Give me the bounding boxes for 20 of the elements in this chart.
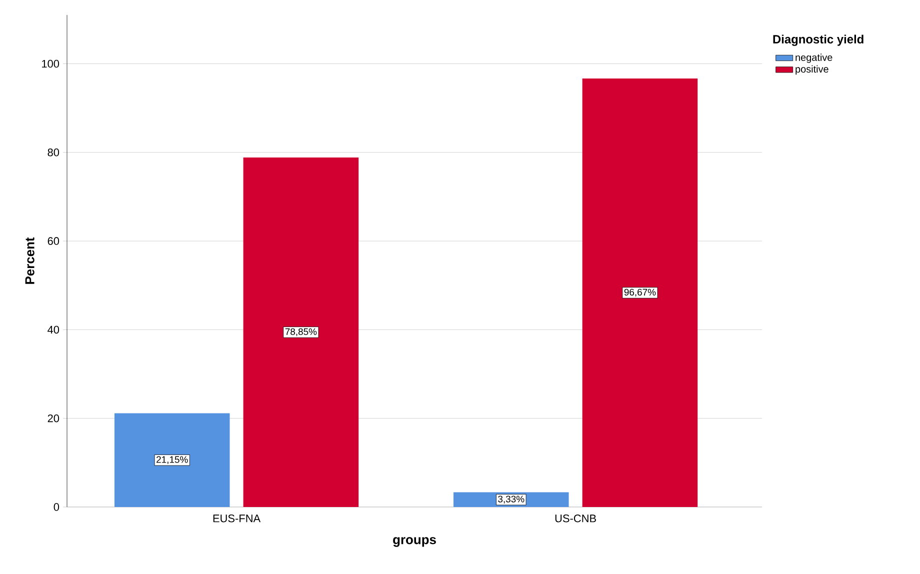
bar <box>243 157 359 507</box>
data-label: 96,67% <box>624 288 656 297</box>
y-tick-label: 0 <box>54 503 60 511</box>
legend-label: negative <box>796 54 832 63</box>
x-axis-title: groups <box>393 537 436 547</box>
x-tick-label: EUS-FNA <box>213 514 261 522</box>
data-label: 21,15% <box>156 456 188 464</box>
y-tick-label: 40 <box>48 326 60 334</box>
y-tick-label: 100 <box>42 60 60 68</box>
y-tick-label: 60 <box>48 237 60 245</box>
y-tick-label: 20 <box>48 414 60 422</box>
legend-title: Diagnostic yield <box>773 34 864 46</box>
bar <box>582 78 698 507</box>
y-tick-label: 80 <box>48 148 60 156</box>
x-tick-label: US-CNB <box>555 514 596 522</box>
data-label: 3,33% <box>498 496 524 504</box>
legend-label: positive <box>796 65 828 75</box>
data-label: 78,85% <box>285 328 317 336</box>
y-axis-title: Percent <box>25 237 34 284</box>
bar <box>114 413 230 507</box>
